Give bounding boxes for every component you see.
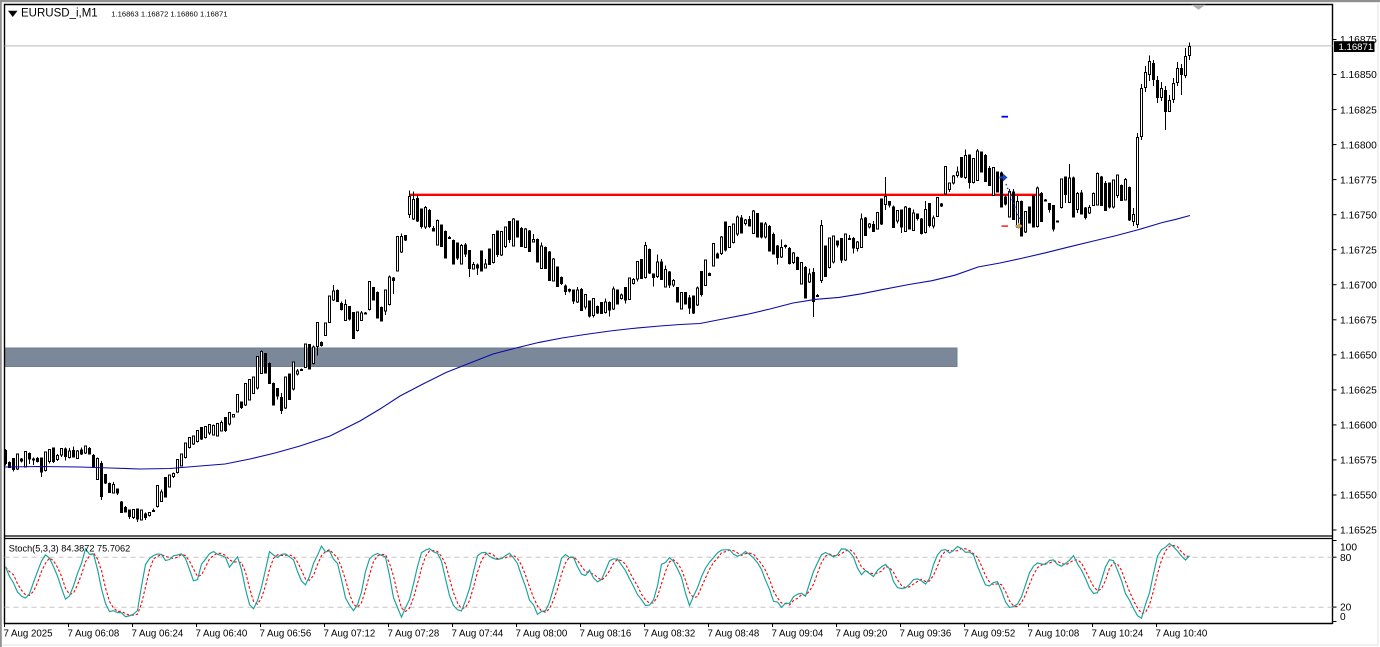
svg-text:1.16800: 1.16800: [1340, 140, 1377, 151]
svg-text:7 Aug 09:36: 7 Aug 09:36: [900, 629, 952, 640]
svg-text:7 Aug 09:20: 7 Aug 09:20: [836, 629, 888, 640]
svg-text:20: 20: [1340, 603, 1352, 614]
svg-text:80: 80: [1340, 553, 1352, 564]
svg-text:1.16850: 1.16850: [1340, 70, 1377, 81]
svg-text:1.16575: 1.16575: [1340, 456, 1377, 467]
svg-text:7 Aug 07:28: 7 Aug 07:28: [388, 629, 440, 640]
svg-text:1.16550: 1.16550: [1340, 491, 1377, 502]
svg-text:7 Aug 2025: 7 Aug 2025: [4, 629, 53, 640]
svg-text:1.16700: 1.16700: [1340, 280, 1377, 291]
svg-text:7 Aug 06:40: 7 Aug 06:40: [196, 629, 248, 640]
svg-text:1.16725: 1.16725: [1340, 245, 1377, 256]
svg-text:1.16625: 1.16625: [1340, 386, 1377, 397]
svg-text:7 Aug 08:48: 7 Aug 08:48: [708, 629, 760, 640]
svg-text:7 Aug 07:12: 7 Aug 07:12: [324, 629, 376, 640]
svg-text:1.16775: 1.16775: [1340, 175, 1377, 186]
svg-text:7 Aug 08:16: 7 Aug 08:16: [580, 629, 632, 640]
svg-text:1.16675: 1.16675: [1340, 316, 1377, 327]
svg-text:7 Aug 09:04: 7 Aug 09:04: [772, 629, 824, 640]
svg-text:1.16750: 1.16750: [1340, 210, 1377, 221]
svg-text:7 Aug 06:08: 7 Aug 06:08: [68, 629, 120, 640]
svg-text:7 Aug 08:32: 7 Aug 08:32: [644, 629, 696, 640]
svg-text:EURUSD_i,M1: EURUSD_i,M1: [21, 8, 98, 20]
svg-text:0: 0: [1340, 612, 1346, 623]
svg-text:100: 100: [1340, 543, 1357, 554]
svg-text:1.16650: 1.16650: [1340, 351, 1377, 362]
svg-text:1.16871: 1.16871: [1339, 42, 1374, 53]
svg-text:1.16863 1.16872 1.16860 1.1687: 1.16863 1.16872 1.16860 1.16871: [111, 9, 227, 18]
svg-text:1.16825: 1.16825: [1340, 105, 1377, 116]
svg-text:7 Aug 10:24: 7 Aug 10:24: [1092, 629, 1144, 640]
svg-text:Stoch(5,3,3) 84.3872 75.7062: Stoch(5,3,3) 84.3872 75.7062: [9, 543, 131, 553]
svg-text:7 Aug 10:08: 7 Aug 10:08: [1028, 629, 1080, 640]
svg-text:1.16600: 1.16600: [1340, 421, 1377, 432]
svg-text:7 Aug 09:52: 7 Aug 09:52: [964, 629, 1016, 640]
svg-text:7 Aug 08:00: 7 Aug 08:00: [516, 629, 568, 640]
svg-text:7 Aug 06:24: 7 Aug 06:24: [132, 629, 184, 640]
svg-text:7 Aug 06:56: 7 Aug 06:56: [260, 629, 312, 640]
svg-text:1.16525: 1.16525: [1340, 526, 1377, 537]
svg-text:7 Aug 10:40: 7 Aug 10:40: [1156, 629, 1208, 640]
svg-text:7 Aug 07:44: 7 Aug 07:44: [452, 629, 504, 640]
svg-text:1.16875: 1.16875: [1340, 35, 1377, 46]
